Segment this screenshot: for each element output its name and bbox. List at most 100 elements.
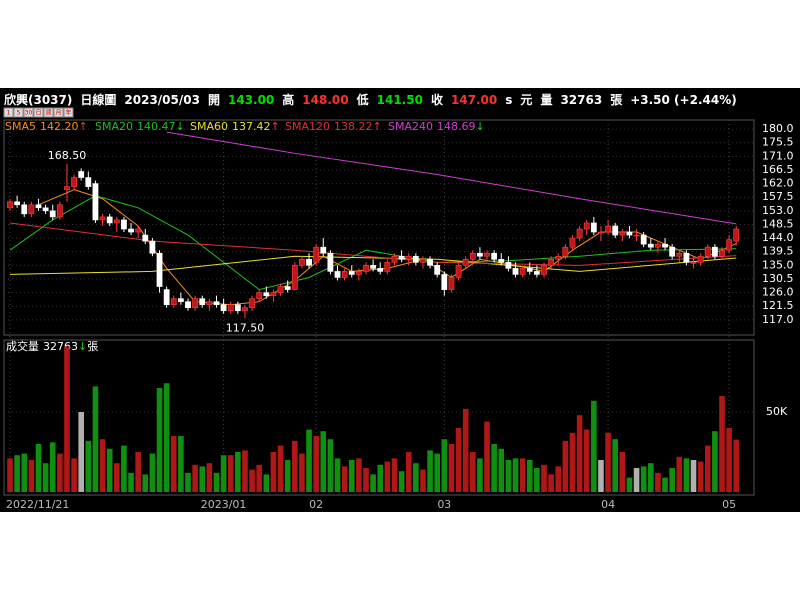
volume-bar (71, 458, 77, 492)
period-button-label[interactable]: 週 (45, 109, 51, 117)
period-button[interactable] (33, 107, 44, 118)
ma-line (166, 131, 737, 225)
candle-body (505, 262, 512, 269)
legend-arrow: ↑ (373, 120, 382, 133)
legend-entry: SMA5 142.20↑ (5, 120, 88, 133)
period-button-label[interactable]: 5 (17, 110, 21, 117)
header-item: 32763 (560, 93, 602, 107)
period-button[interactable] (63, 107, 74, 118)
volume-bar (562, 440, 569, 492)
volume-bar (391, 458, 398, 492)
volume-last: 32763 (43, 340, 78, 353)
candle-body (220, 304, 227, 312)
candle-body (21, 204, 28, 215)
legend-arrow: ↑ (79, 120, 88, 133)
header-item: 148.00 (302, 93, 348, 107)
period-button[interactable] (53, 107, 64, 118)
y-tick-label: 157.5 (762, 190, 794, 203)
y-tick-label: 130.5 (762, 272, 794, 285)
legend-value: 142.20 (40, 120, 79, 133)
volume-bar (534, 468, 540, 492)
volume-bar (213, 472, 220, 492)
volume-bar (85, 440, 92, 492)
volume-bar (697, 461, 704, 492)
volume-bar (726, 428, 732, 492)
volume-bar (185, 472, 191, 492)
volume-bar (662, 477, 668, 492)
volume-bar (313, 436, 319, 492)
volume-bar (227, 455, 234, 492)
candle-body (213, 301, 220, 306)
candle-body (562, 246, 569, 257)
legend-entry: SMA60 137.42↑ (190, 120, 280, 133)
y-tick-label: 135.0 (762, 258, 794, 271)
header-item: 欣興(3037) (4, 92, 72, 107)
candle-body (85, 177, 92, 187)
x-tick-label: 2022/11/21 (6, 498, 69, 511)
y-tick-label: 50K (766, 405, 788, 418)
price-panel-frame (3, 119, 755, 336)
candle-body (391, 255, 398, 263)
volume-bar (92, 386, 99, 492)
volume-bar (704, 445, 711, 492)
volume-bar (512, 458, 519, 492)
period-button-label[interactable]: 30 (25, 110, 33, 117)
candle-body (299, 258, 305, 266)
volume-bar (648, 463, 654, 492)
volume-bar (683, 458, 690, 492)
candle-body (469, 252, 476, 260)
volume-bar (498, 448, 505, 492)
chart-background (0, 88, 800, 512)
candle-body (633, 234, 640, 237)
period-button[interactable] (13, 107, 24, 118)
candle-body (640, 234, 647, 245)
volume-bar (156, 388, 163, 492)
volume-bar (370, 474, 376, 492)
period-button[interactable] (23, 107, 34, 118)
volume-bar (14, 455, 20, 492)
candle-body (199, 298, 206, 306)
header-item: 日線圖 (80, 92, 116, 107)
period-button-label[interactable]: 年 (65, 109, 71, 117)
volume-bar (626, 477, 633, 492)
volume-bar (292, 440, 298, 492)
volume-bar (341, 466, 348, 492)
candle-body (42, 207, 49, 212)
candle-body (142, 234, 149, 242)
period-button-label[interactable]: 1 (7, 110, 11, 117)
volume-bar (484, 421, 490, 492)
volume-bar (49, 442, 56, 492)
candle-body (355, 271, 362, 275)
candle-body (533, 271, 540, 275)
volume-bar (114, 463, 120, 492)
legend-entry: SMA120 138.22↑ (285, 120, 382, 133)
volume-bar (633, 468, 640, 492)
candle-body (484, 252, 490, 257)
volume-bar (733, 439, 740, 492)
volume-bar (348, 460, 355, 492)
candle-body (263, 292, 270, 296)
y-tick-label: 153.0 (762, 204, 794, 217)
volume-bar (256, 464, 262, 492)
candle-body (412, 255, 419, 263)
ma-line (9, 255, 737, 275)
period-button[interactable] (43, 107, 54, 118)
candle-body (690, 262, 697, 264)
volume-bar (199, 466, 206, 492)
volume-bar (441, 439, 448, 492)
legend-name: SMA240 (388, 120, 433, 133)
period-button[interactable] (3, 107, 14, 118)
volume-bar (320, 431, 327, 492)
volume-bar (249, 469, 255, 492)
volume-bar (99, 439, 106, 492)
candle-body (106, 216, 113, 224)
period-button-label[interactable]: 日 (35, 110, 41, 117)
period-button-label[interactable]: 月 (55, 110, 61, 117)
candle-body (477, 252, 483, 257)
header-item: s (505, 93, 512, 107)
legend-value: 138.22 (334, 120, 373, 133)
legend-arrow: ↓ (176, 120, 185, 133)
volume-bar (121, 445, 127, 492)
candle-body (64, 186, 70, 190)
